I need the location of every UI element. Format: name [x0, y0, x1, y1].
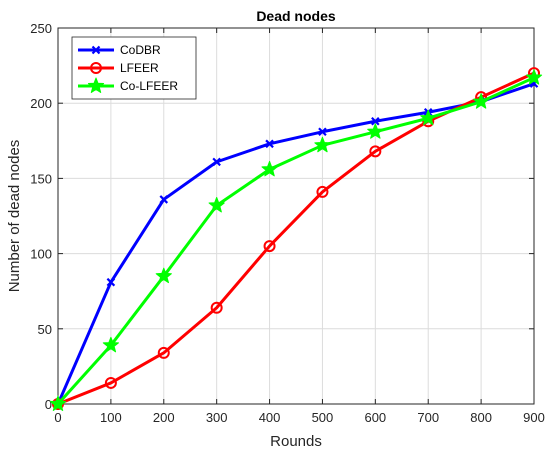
x-tick-label: 500 — [312, 410, 334, 425]
legend-marker — [91, 45, 101, 55]
legend-marker — [87, 77, 105, 93]
y-tick-label: 150 — [30, 171, 52, 186]
x-tick-label: 100 — [100, 410, 122, 425]
legend-label: CoDBR — [120, 43, 161, 57]
series-co-lfeer — [49, 69, 543, 411]
data-point-co-lfeer — [261, 160, 278, 177]
data-point-codbr — [159, 195, 169, 204]
data-point-lfeer — [369, 145, 382, 158]
data-point-co-lfeer — [314, 136, 331, 153]
data-point-co-lfeer — [155, 267, 172, 284]
x-axis-label: Rounds — [270, 433, 322, 450]
data-point-co-lfeer — [473, 93, 490, 109]
data-point-co-lfeer — [208, 196, 225, 213]
data-point-lfeer — [157, 346, 170, 359]
chart-title: Dead nodes — [256, 8, 336, 24]
legend-label: Co-LFEER — [120, 79, 178, 93]
data-point-co-lfeer — [525, 69, 543, 85]
data-point-codbr — [318, 127, 327, 137]
plot-frame — [57, 27, 535, 405]
y-axis-label: Number of dead nodes — [6, 140, 23, 293]
data-point-codbr — [212, 157, 221, 167]
y-tick-label: 0 — [45, 397, 52, 412]
legend-item-co-lfeer: Co-LFEER — [78, 77, 178, 93]
data-point-co-lfeer — [420, 109, 437, 126]
data-point-lfeer — [263, 240, 276, 253]
data-point-lfeer — [316, 185, 329, 198]
x-axis-ticks: 0 100 200 300 400 500 600 700 800 900 — [54, 28, 545, 425]
data-point-codbr — [106, 277, 116, 287]
x-tick-label: 200 — [153, 410, 175, 425]
series-line-co-lfeer — [56, 76, 535, 406]
x-tick-label: 300 — [206, 410, 228, 425]
data-point-co-lfeer — [367, 123, 384, 139]
data-point-codbr — [371, 116, 380, 126]
y-tick-label: 200 — [30, 96, 52, 111]
x-tick-label: 800 — [470, 410, 492, 425]
x-tick-label: 600 — [364, 410, 386, 425]
data-point-lfeer — [210, 301, 223, 314]
x-tick-label: 400 — [259, 410, 281, 425]
x-tick-label: 0 — [54, 410, 61, 425]
data-point-co-lfeer — [102, 336, 119, 353]
series-line-codbr — [56, 82, 535, 405]
legend-marker — [90, 62, 102, 74]
y-tick-label: 100 — [30, 247, 52, 262]
data-point-co-lfeer — [49, 395, 67, 411]
data-point-lfeer — [104, 376, 117, 389]
legend-item-lfeer: LFEER — [78, 61, 159, 75]
x-tick-label: 700 — [417, 410, 439, 425]
y-tick-label: 250 — [30, 21, 52, 36]
legend-item-codbr: CoDBR — [78, 43, 161, 57]
data-point-codbr — [265, 139, 274, 149]
y-tick-label: 50 — [38, 322, 52, 337]
legend-label: LFEER — [120, 61, 159, 75]
y-axis-ticks: 0 50 100 150 200 250 — [30, 21, 534, 412]
legend: CoDBR LFEER Co-LFEER — [71, 36, 197, 100]
series-lines — [49, 67, 543, 411]
x-tick-label: 900 — [523, 410, 545, 425]
